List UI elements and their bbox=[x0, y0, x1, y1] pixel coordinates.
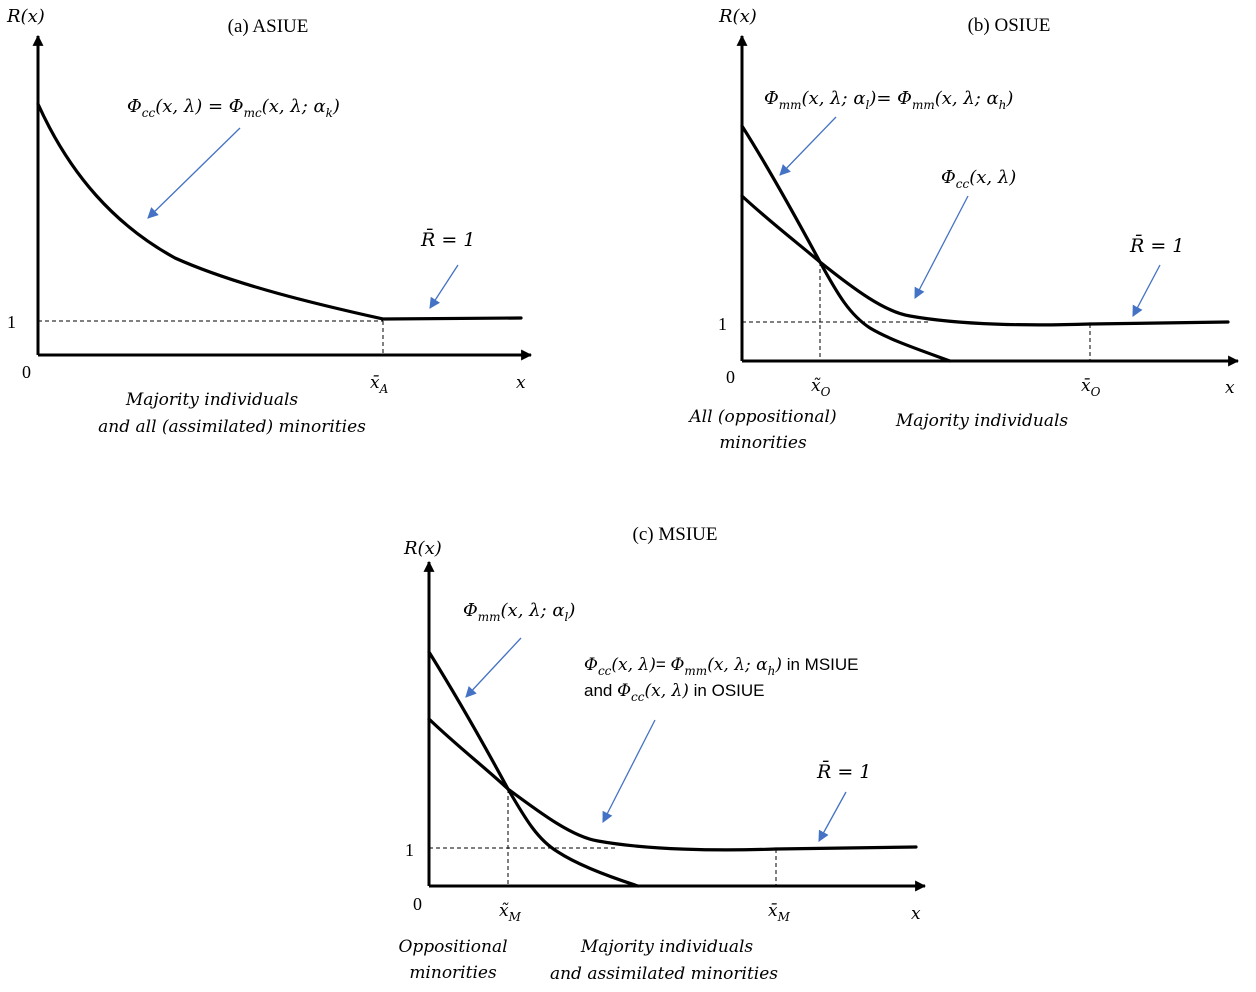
panel-a-curve-pointer bbox=[147, 127, 241, 219]
panel-b-cc-curve-label: Φcc(x, λ) bbox=[941, 167, 1016, 191]
panel-c-tilde-tick-label: x̃M bbox=[499, 901, 522, 924]
panel-a-title: (a) ASIUE bbox=[228, 16, 309, 37]
panel-b-tilde-tick-label: x̃O bbox=[811, 376, 831, 399]
panel-a-rbar-line bbox=[381, 316, 523, 321]
panel-a-origin-label: 0 bbox=[22, 362, 31, 382]
panel-b-origin-label: 0 bbox=[726, 367, 735, 387]
panel-a-rbar-label: R̄ = 1 bbox=[420, 228, 475, 251]
panel-c-cc-curve-label-line2: and Φcc(x, λ) in OSIUE bbox=[584, 681, 765, 704]
panel-c-one-label: 1 bbox=[405, 840, 414, 860]
panel-b-title: (b) OSIUE bbox=[968, 15, 1051, 36]
panel-c-cc-curve-label-line1: Φcc(x, λ)= Φmm(x, λ; αh) in MSIUE bbox=[584, 655, 859, 678]
panel-c-steep-curve-pointer bbox=[465, 637, 522, 698]
panel-b-y-axis-label: R(x) bbox=[718, 6, 757, 27]
panel-c-rbar-line bbox=[774, 845, 918, 851]
panel-a-y-axis-label: R(x) bbox=[6, 6, 45, 27]
panel-b-majority-label: Majority individuals bbox=[895, 411, 1069, 431]
panel-b-cc-curve-pointer bbox=[914, 195, 969, 299]
panel-c-majority-line2: and assimilated minorities bbox=[550, 964, 778, 984]
panel-c: (c) MSIUE R(x) 0 1 x̃M x̄M x Φmm(x, λ; α… bbox=[398, 524, 927, 984]
panel-b-steep-curve-label: Φmm(x, λ; αl)= Φmm(x, λ; αh) bbox=[764, 88, 1013, 112]
panel-b-steep-curve bbox=[740, 124, 952, 363]
panel-b-steep-curve-pointer bbox=[779, 116, 837, 176]
panel-b: (b) OSIUE R(x) 0 1 x̃O x̄O x Φmm(x, λ; α… bbox=[687, 6, 1240, 453]
panel-c-bar-tick-label: x̄M bbox=[768, 901, 791, 924]
panel-c-minority-line1: Oppositional bbox=[398, 937, 507, 957]
panel-a-region-line2: and all (assimilated) minorities bbox=[98, 417, 366, 437]
panel-c-majority-line1: Majority individuals bbox=[580, 937, 754, 957]
panel-c-title: (c) MSIUE bbox=[633, 524, 718, 545]
panel-a-rbar-pointer bbox=[429, 264, 459, 309]
panel-b-one-label: 1 bbox=[718, 314, 727, 334]
panel-a: (a) ASIUE R(x) 0 1 x̄A x Φcc(x, λ) = Φmc… bbox=[6, 6, 533, 437]
panel-c-rbar-pointer bbox=[818, 791, 847, 842]
panel-b-rbar-pointer bbox=[1132, 264, 1161, 317]
panel-a-phi-curve bbox=[36, 102, 385, 321]
panel-c-rbar-label: R̄ = 1 bbox=[816, 760, 871, 783]
panel-b-x-axis-label: x bbox=[1225, 378, 1235, 398]
panel-a-curve-label: Φcc(x, λ) = Φmc(x, λ; αk) bbox=[127, 96, 340, 120]
panel-b-rbar-line bbox=[1088, 320, 1230, 326]
panel-b-bar-tick-label: x̄O bbox=[1081, 376, 1101, 399]
panel-c-cc-curve-pointer bbox=[602, 719, 656, 823]
panel-c-origin-label: 0 bbox=[413, 894, 422, 914]
panel-b-rbar-label: R̄ = 1 bbox=[1129, 234, 1184, 257]
panel-a-xbar-tick-label: x̄A bbox=[370, 373, 389, 396]
panel-a-x-axis-label: x bbox=[516, 373, 526, 393]
panel-a-region-line1: Majority individuals bbox=[125, 390, 299, 410]
panel-b-minority-line1: All (oppositional) bbox=[687, 407, 836, 427]
panel-b-cc-curve bbox=[740, 194, 1092, 327]
panel-c-x-axis-label: x bbox=[911, 904, 921, 924]
panel-c-y-axis-label: R(x) bbox=[403, 538, 442, 559]
panel-a-one-label: 1 bbox=[7, 312, 16, 332]
panel-c-steep-curve-label: Φmm(x, λ; αl) bbox=[463, 600, 575, 624]
panel-c-cc-curve bbox=[427, 717, 778, 852]
panel-b-minority-line2: minorities bbox=[719, 433, 807, 453]
panel-c-minority-line2: minorities bbox=[409, 963, 497, 983]
panel-c-steep-curve bbox=[427, 650, 640, 888]
